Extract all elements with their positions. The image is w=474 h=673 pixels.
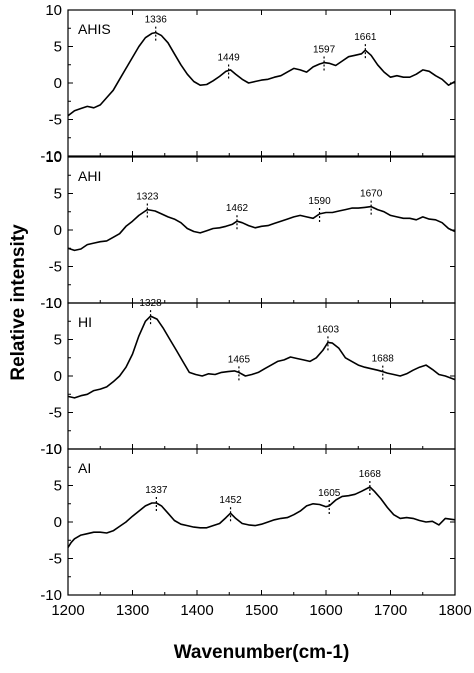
y-tick-label: -5 [49,551,62,568]
y-tick-label: 5 [54,39,62,56]
y-tick-label: -5 [49,405,62,422]
x-axis-title: Wavenumber(cm-1) [174,642,350,663]
x-tick-label: 1500 [245,602,278,619]
x-tick-label: 1200 [51,602,84,619]
panel-label-ahi: AHI [78,168,101,184]
panel-label-ai: AI [78,460,91,476]
y-tick-label: 5 [54,186,62,203]
y-tick-label: 0 [54,75,62,92]
y-tick-label: -5 [49,112,62,129]
y-tick-label: -5 [49,259,62,276]
y-tick-label: 10 [45,295,62,312]
y-tick-label: 10 [45,149,62,166]
peak-label: 1668 [359,469,382,480]
peak-label: 1688 [372,354,395,365]
y-tick-label: 5 [54,478,62,495]
y-tick-label: -10 [40,587,62,604]
y-tick-label: 0 [54,222,62,239]
peak-label: 1597 [313,45,336,56]
spectrum-line-hi [67,315,456,399]
y-tick-label: 10 [45,441,62,458]
peak-label: 1605 [318,488,341,499]
x-tick-label: 1300 [116,602,149,619]
peak-label: 1661 [354,32,377,43]
peak-label: 1449 [217,52,240,63]
y-tick-label: -10 [40,295,62,312]
x-tick-label: 1700 [374,602,407,619]
x-tick-label: 1800 [438,602,471,619]
y-axis-title: Relative intensity [8,224,29,381]
peak-label: 1465 [228,354,251,365]
panel-frame-ahis [67,9,456,157]
peak-label: 1670 [360,189,383,200]
x-tick-label: 1400 [180,602,213,619]
panel-label-hi: HI [78,314,92,330]
y-tick-label: 5 [54,332,62,349]
peak-label: 1462 [226,203,249,214]
y-tick-label: -10 [40,148,62,165]
panel-label-ahis: AHIS [78,21,111,37]
peak-label: 1328 [139,298,162,309]
y-tick-label: -10 [40,441,62,458]
spectrum-line-ahi [67,205,456,252]
y-tick-label: 0 [54,514,62,531]
peak-label: 1590 [308,196,331,207]
y-tick-label: 10 [45,2,62,19]
y-tick-label: 0 [54,368,62,385]
x-tick-label: 1600 [309,602,342,619]
spectrum-line-ahis [67,31,456,117]
peak-label: 1603 [317,324,340,335]
peak-label: 1337 [145,485,168,496]
peak-label: 1452 [219,495,242,506]
spectrum-line-ai [67,486,456,548]
peak-label: 1323 [136,192,159,203]
panel-frame-ahi [67,156,456,304]
peak-label: 1336 [145,15,168,26]
